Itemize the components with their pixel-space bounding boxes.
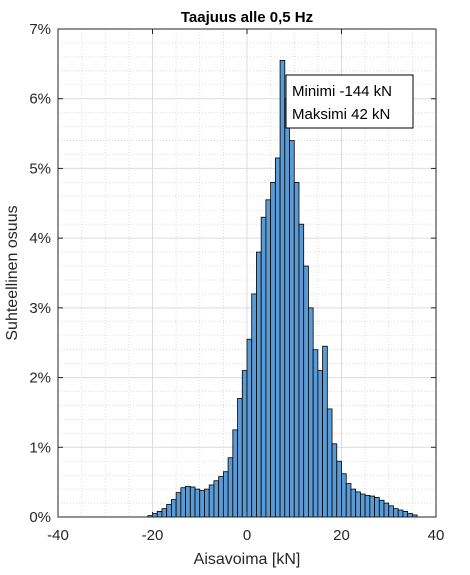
histogram-bar	[369, 495, 375, 518]
histogram-bar	[246, 338, 253, 518]
y-tick-label: 7%	[29, 21, 51, 38]
histogram-bar	[378, 499, 385, 518]
histogram-bar	[185, 485, 191, 518]
x-axis-label: Aisavoima [kN]	[194, 551, 301, 568]
histogram-bar	[241, 370, 248, 518]
histogram-bar	[331, 443, 338, 518]
histogram-bar	[265, 199, 272, 518]
histogram-bar	[345, 483, 352, 518]
histogram-bar	[402, 511, 409, 518]
histogram-bar	[293, 181, 300, 518]
histogram-bar	[407, 513, 413, 518]
histogram-bar	[222, 471, 229, 518]
y-tick-label: 4%	[29, 230, 51, 247]
histogram-bar	[152, 513, 158, 518]
histogram-bar	[270, 181, 276, 518]
axis-ticks	[57, 28, 437, 518]
histogram-bar	[317, 370, 323, 518]
histogram-bar	[161, 508, 168, 518]
histogram-bar	[397, 509, 404, 518]
y-axis-label: Suhteellinen osuus	[4, 205, 21, 340]
y-tick-label: 2%	[29, 370, 51, 387]
histogram-bar	[180, 487, 186, 518]
x-tick-label: 0	[243, 527, 251, 544]
x-tick-label: -20	[142, 527, 164, 544]
histogram-bar	[359, 493, 366, 518]
histogram-bar	[289, 140, 295, 518]
y-tick-label: 1%	[29, 439, 51, 456]
histogram-bar	[279, 59, 286, 518]
histogram-bar	[303, 265, 309, 518]
y-tick-labels: 0% 1% 2% 3% 4% 5% 6% 7%	[29, 21, 51, 526]
histogram-bar	[227, 457, 234, 518]
histogram-bar	[156, 511, 163, 518]
y-tick-label: 5%	[29, 160, 51, 177]
x-tick-label: -40	[47, 527, 69, 544]
histogram-bar	[388, 505, 394, 518]
histogram-bar	[218, 476, 224, 518]
histogram-bar	[256, 251, 262, 518]
histogram-bar	[204, 488, 210, 518]
histogram-bar	[199, 490, 205, 518]
histogram-bar	[341, 473, 347, 518]
histogram-bar	[175, 492, 182, 518]
annotation-max: Maksimi 42 kN	[292, 106, 390, 123]
x-tick-label: 40	[428, 527, 445, 544]
stats-annotation: Minimi -144 kN Maksimi 42 kN	[285, 74, 414, 129]
histogram-bar	[284, 98, 290, 518]
x-tick-label: 20	[333, 527, 350, 544]
histogram-bar	[189, 486, 196, 518]
histogram-bar	[322, 345, 328, 518]
histogram-bar	[170, 499, 177, 518]
histogram-bar	[232, 429, 238, 518]
histogram-bar	[166, 504, 172, 518]
histogram-bar	[308, 307, 314, 518]
histogram-bar	[336, 460, 342, 518]
histogram-bar	[213, 480, 220, 518]
histogram-bar	[298, 223, 305, 518]
histogram-bar	[251, 293, 257, 518]
histogram-bar	[364, 494, 371, 518]
histogram-bar	[350, 488, 357, 518]
chart-title: Taajuus alle 0,5 Hz	[181, 9, 313, 26]
histogram-bar	[393, 508, 399, 518]
histogram-bar	[374, 497, 380, 518]
histogram-bar	[326, 408, 333, 518]
annotation-box	[285, 74, 414, 129]
histogram-bar	[383, 502, 390, 518]
x-tick-labels: -40 -20 0 20 40	[47, 527, 444, 544]
annotation-min: Minimi -144 kN	[292, 83, 392, 100]
histogram-bar	[274, 157, 281, 518]
histogram-bar	[208, 484, 215, 518]
y-tick-label: 6%	[29, 91, 51, 108]
y-tick-label: 0%	[29, 509, 51, 526]
histogram-bar	[260, 216, 267, 518]
histogram-bar	[194, 488, 201, 518]
histogram-bar	[355, 491, 361, 518]
histogram-bar	[237, 398, 243, 518]
y-tick-label: 3%	[29, 300, 51, 317]
histogram-bar	[312, 349, 319, 518]
